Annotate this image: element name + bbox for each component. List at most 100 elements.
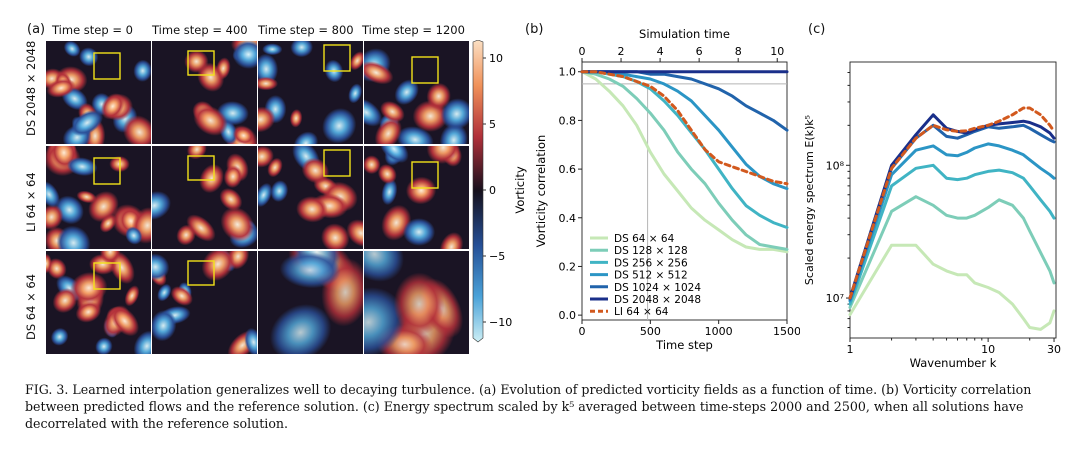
- negative-vortex: [71, 109, 104, 137]
- negative-vortex: [66, 157, 98, 177]
- positive-vortex: [301, 157, 330, 184]
- colorbar-tick-label: −10: [489, 316, 512, 329]
- highlight-box: [93, 52, 121, 80]
- top-x-tick-label: 2: [618, 45, 625, 58]
- positive-vortex: [52, 287, 78, 314]
- positive-vortex: [220, 206, 255, 242]
- vorticity-field-cell: [258, 41, 363, 144]
- vorticity-field-image: [46, 41, 151, 144]
- positive-vortex: [289, 109, 303, 128]
- plot-frame: [581, 61, 788, 321]
- negative-vortex: [46, 181, 60, 208]
- negative-vortex: [279, 252, 341, 289]
- positive-vortex: [377, 164, 397, 184]
- row-label-ds64: DS 64 × 64: [24, 273, 38, 340]
- column-header-1200: Time step = 1200: [362, 23, 465, 37]
- vorticity-field-image: [152, 146, 257, 249]
- series-line: [580, 70, 789, 229]
- negative-vortex: [157, 283, 172, 302]
- positive-vortex: [100, 93, 125, 120]
- legend-label: DS 64 × 64: [614, 233, 675, 245]
- positive-vortex: [349, 51, 363, 71]
- vorticity-field-image: [46, 146, 151, 249]
- vorticity-field-cell: [152, 251, 257, 354]
- x-axis-label: Time step: [655, 338, 713, 352]
- vorticity-field-cell: [364, 41, 469, 144]
- y-axis-label: Vorticity correlation: [534, 135, 548, 248]
- vorticity-field-cell: [152, 41, 257, 144]
- vorticity-field-grid: [46, 41, 470, 355]
- vorticity-field-image: [152, 251, 257, 354]
- row-label-li64: LI 64 × 64: [24, 172, 38, 232]
- negative-vortex: [269, 304, 332, 354]
- column-header-0: Time step = 0: [52, 23, 133, 37]
- positive-vortex: [201, 251, 235, 282]
- negative-vortex: [95, 337, 113, 354]
- colorbar-title: Vorticity: [513, 166, 527, 213]
- positive-vortex: [76, 190, 97, 204]
- series-line: [580, 70, 789, 254]
- vorticity-field-cell: [258, 251, 363, 354]
- negative-vortex: [364, 251, 404, 282]
- negative-vortex: [293, 131, 319, 144]
- x-tick-label: 30: [1047, 343, 1061, 356]
- negative-vortex: [440, 98, 469, 130]
- positive-vortex: [374, 117, 402, 144]
- negative-vortex: [258, 53, 279, 85]
- top-x-axis-label: Simulation time: [639, 28, 730, 41]
- top-x-tick-label: 4: [657, 45, 664, 58]
- y-tick-label: 0.8: [559, 114, 577, 127]
- positive-vortex: [426, 146, 460, 164]
- positive-vortex: [186, 146, 207, 160]
- positive-vortex: [380, 100, 405, 123]
- colorbar-tick-label: 5: [489, 118, 496, 131]
- negative-vortex: [396, 126, 434, 144]
- colorbar-tick-label: −5: [489, 250, 505, 263]
- negative-vortex: [270, 180, 289, 202]
- legend-label: DS 2048 × 2048: [614, 294, 701, 306]
- y-tick-label: 10⁸: [826, 159, 845, 172]
- negative-vortex: [56, 225, 91, 249]
- legend-label: LI 64 × 64: [614, 306, 669, 318]
- vorticity-field-image: [258, 41, 363, 144]
- negative-vortex: [258, 182, 273, 208]
- positive-vortex: [184, 50, 209, 73]
- x-tick-label: 1000: [705, 325, 733, 338]
- highlight-box: [323, 149, 351, 177]
- positive-vortex: [219, 188, 243, 211]
- panel-c-label: (c): [808, 22, 826, 37]
- positive-vortex: [296, 196, 328, 223]
- negative-vortex: [364, 287, 405, 354]
- negative-vortex: [125, 226, 143, 245]
- negative-vortex: [152, 253, 170, 281]
- positive-vortex: [193, 105, 228, 136]
- highlight-box: [187, 50, 215, 76]
- vorticity-field-cell: [152, 146, 257, 249]
- positive-vortex: [46, 78, 76, 98]
- vorticity-field-image: [364, 41, 469, 144]
- vorticity-field-cell: [46, 146, 151, 249]
- series-line: [580, 70, 789, 251]
- negative-vortex: [152, 309, 177, 342]
- caption-figure-number: FIG. 3.: [25, 382, 69, 397]
- positive-vortex: [258, 76, 278, 91]
- series-line: [848, 163, 1056, 306]
- vorticity-field-cell: [46, 251, 151, 354]
- plot-frame: [849, 61, 1057, 339]
- vorticity-field-image: [364, 251, 469, 354]
- figure-caption: FIG. 3. Learned interpolation generalize…: [25, 381, 1060, 432]
- vorticity-field-cell: [258, 146, 363, 249]
- series-line: [580, 70, 789, 191]
- y-tick-label: 0.4: [559, 212, 577, 225]
- negative-vortex: [322, 108, 357, 144]
- highlight-box: [411, 161, 439, 189]
- row-label-ds2048: DS 2048 × 2048: [24, 40, 38, 136]
- vorticity-field-cell: [364, 251, 469, 354]
- positive-vortex: [170, 286, 193, 306]
- negative-vortex: [379, 146, 409, 163]
- negative-vortex: [262, 43, 283, 56]
- positive-vortex: [110, 305, 140, 337]
- positive-vortex: [199, 164, 225, 194]
- legend-label: DS 1024 × 1024: [614, 282, 701, 294]
